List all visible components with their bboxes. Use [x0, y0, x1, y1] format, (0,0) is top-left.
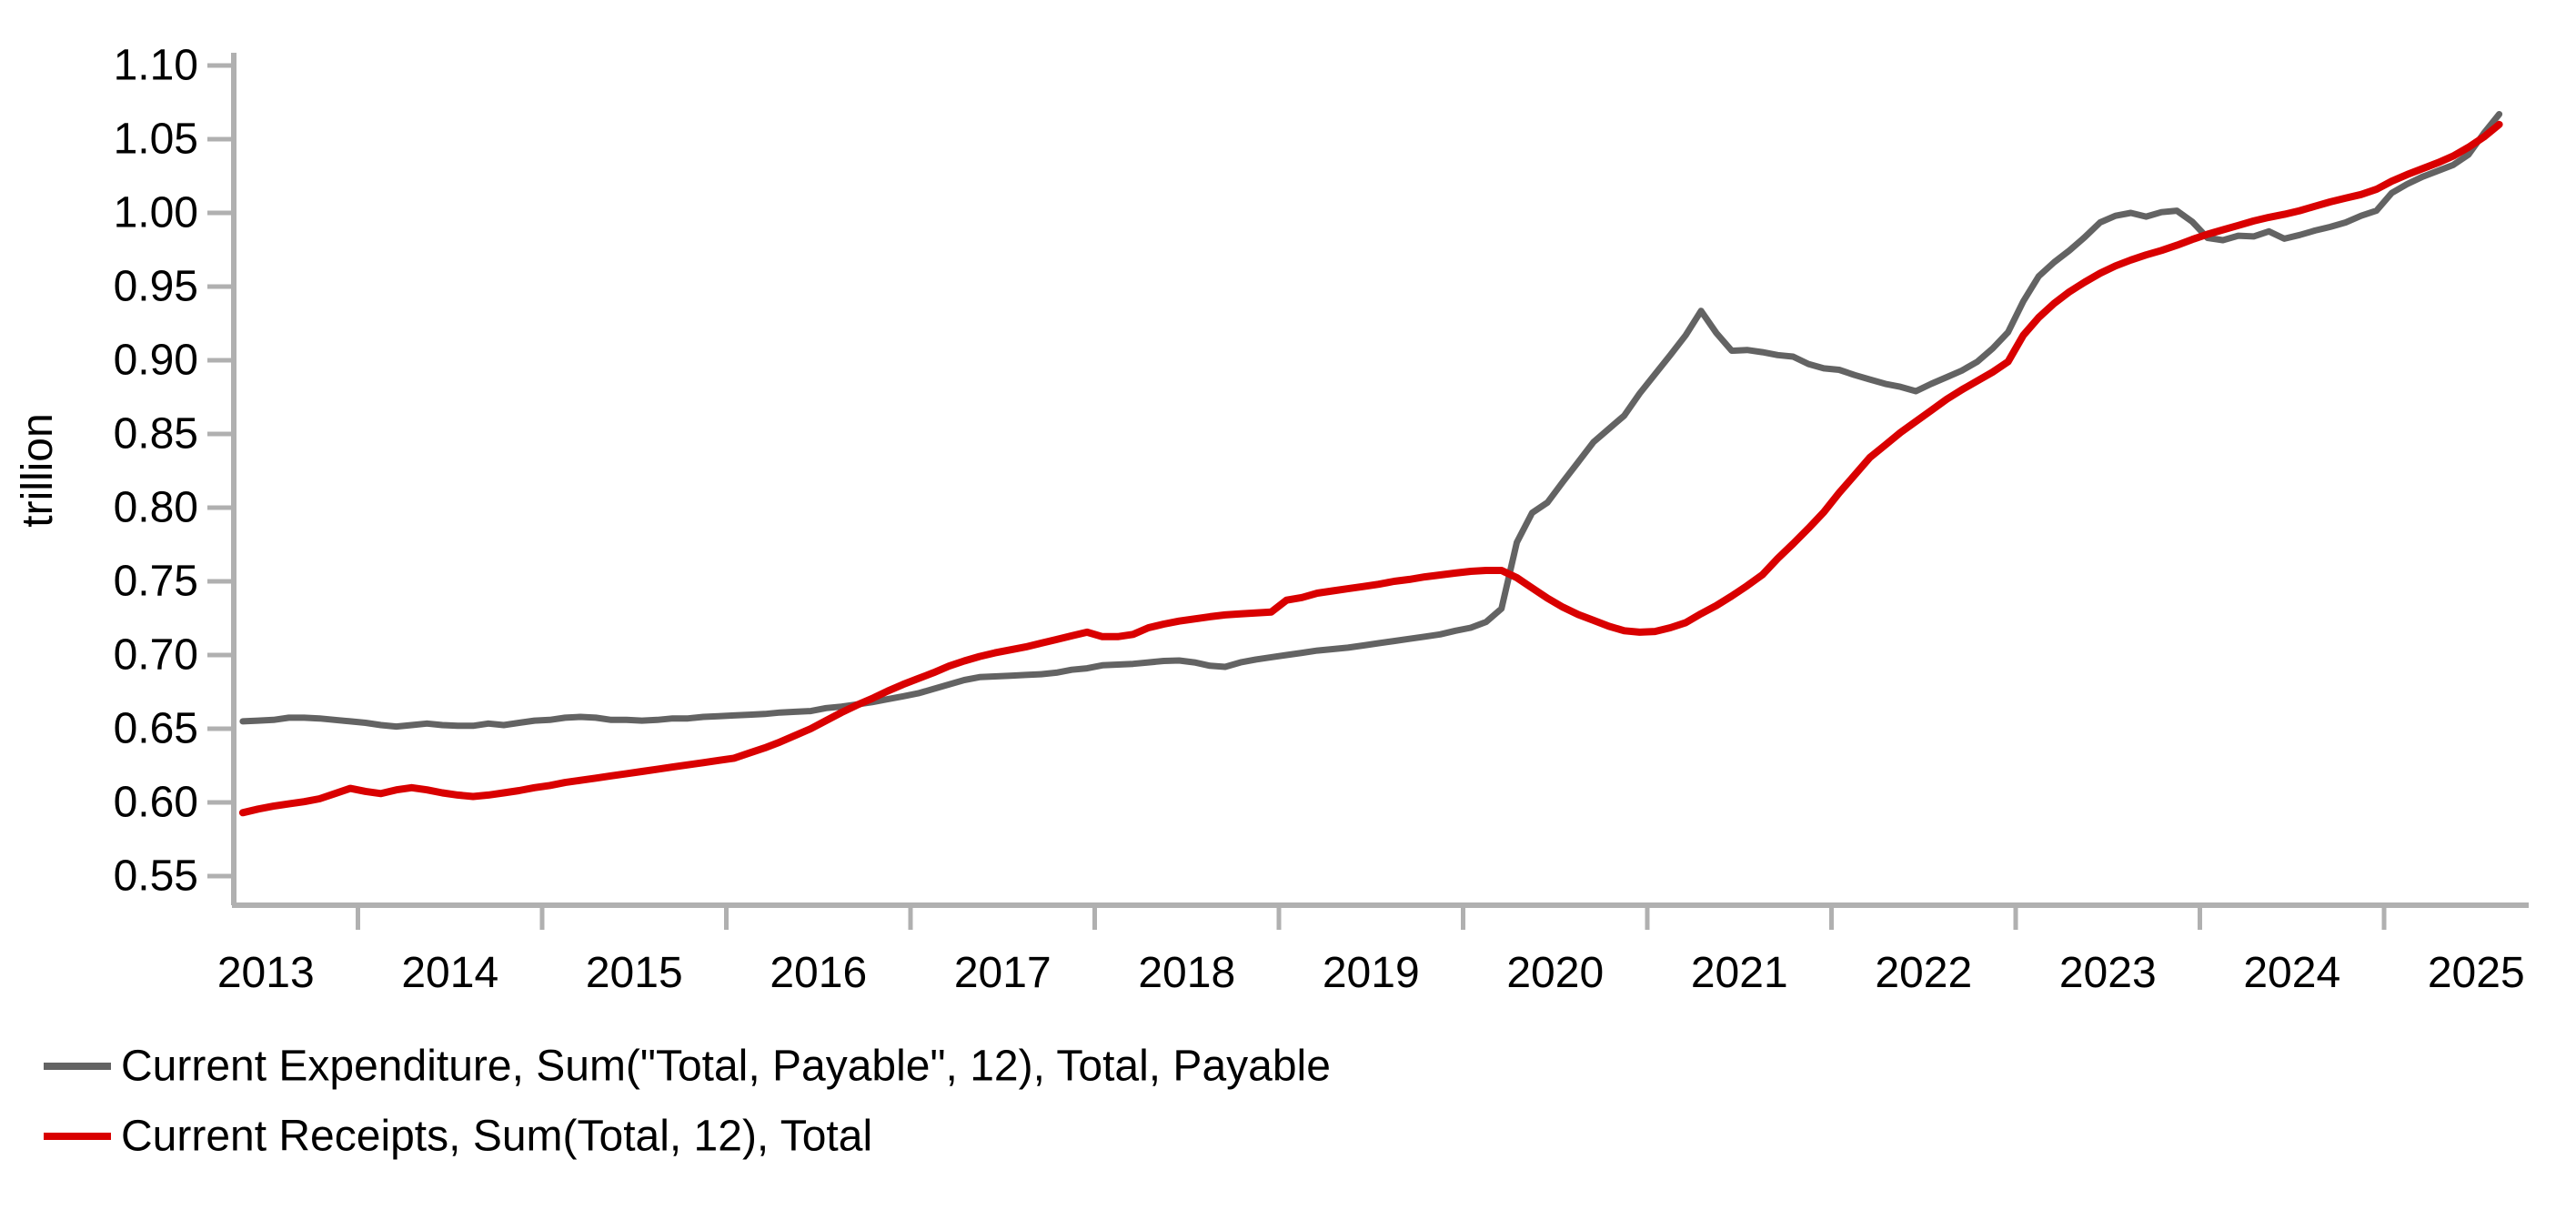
- legend: Current Expenditure, Sum("Total, Payable…: [44, 1043, 1331, 1161]
- y-tick-label-1.00: 1.00: [114, 189, 198, 237]
- x-tick-label-2025: 2025: [2428, 949, 2525, 997]
- expenditure-legend-label: Current Expenditure, Sum("Total, Payable…: [121, 1043, 1331, 1091]
- x-tick-label-2021: 2021: [1691, 949, 1788, 997]
- x-tick-label-2020: 2020: [1506, 949, 1604, 997]
- x-tick-label-2014: 2014: [401, 949, 498, 997]
- x-axis-tick-labels: 2013 2014 2015 2016 2017 2018 2019 2020 2021 2022…: [217, 949, 2525, 997]
- y-tick-label-0.95: 0.95: [114, 263, 198, 311]
- y-tick-label-0.75: 0.75: [114, 558, 198, 606]
- y-axis-tick-labels: 1.10 1.05 1.00 0.95 0.90 0.85 0.80 0.75 0.70 0.65…: [114, 42, 198, 901]
- y-tick-label-0.60: 0.60: [114, 779, 198, 827]
- y-axis-title: trillion: [14, 413, 62, 527]
- legend-item-receipts: Current Receipts, Sum(Total, 12), Total: [44, 1113, 872, 1161]
- y-tick-label-0.80: 0.80: [114, 484, 198, 532]
- expenditure-line: [239, 111, 2503, 731]
- y-tick-label-0.70: 0.70: [114, 631, 198, 680]
- y-tick-label-1.05: 1.05: [114, 116, 198, 164]
- x-tick-label-2013: 2013: [217, 949, 315, 997]
- y-tick-label-0.90: 0.90: [114, 337, 198, 385]
- x-tick-label-2019: 2019: [1323, 949, 1420, 997]
- x-tick-label-2022: 2022: [1875, 949, 1972, 997]
- x-tick-label-2016: 2016: [770, 949, 867, 997]
- y-tick-label-0.85: 0.85: [114, 410, 198, 459]
- x-tick-label-2018: 2018: [1138, 949, 1235, 997]
- x-axis-ticks: [356, 905, 2387, 930]
- legend-item-expenditure: Current Expenditure, Sum("Total, Payable…: [44, 1043, 1331, 1091]
- x-tick-label-2017: 2017: [954, 949, 1052, 997]
- receipts-legend-label: Current Receipts, Sum(Total, 12), Total: [121, 1113, 872, 1161]
- receipts-line: [238, 120, 2503, 817]
- x-tick-label-2015: 2015: [586, 949, 683, 997]
- x-tick-label-2023: 2023: [2059, 949, 2157, 997]
- y-axis-ticks: [207, 63, 234, 879]
- y-tick-label-0.65: 0.65: [114, 705, 198, 753]
- y-tick-label-1.10: 1.10: [114, 42, 198, 90]
- x-tick-label-2024: 2024: [2243, 949, 2340, 997]
- y-tick-label-0.55: 0.55: [114, 852, 198, 901]
